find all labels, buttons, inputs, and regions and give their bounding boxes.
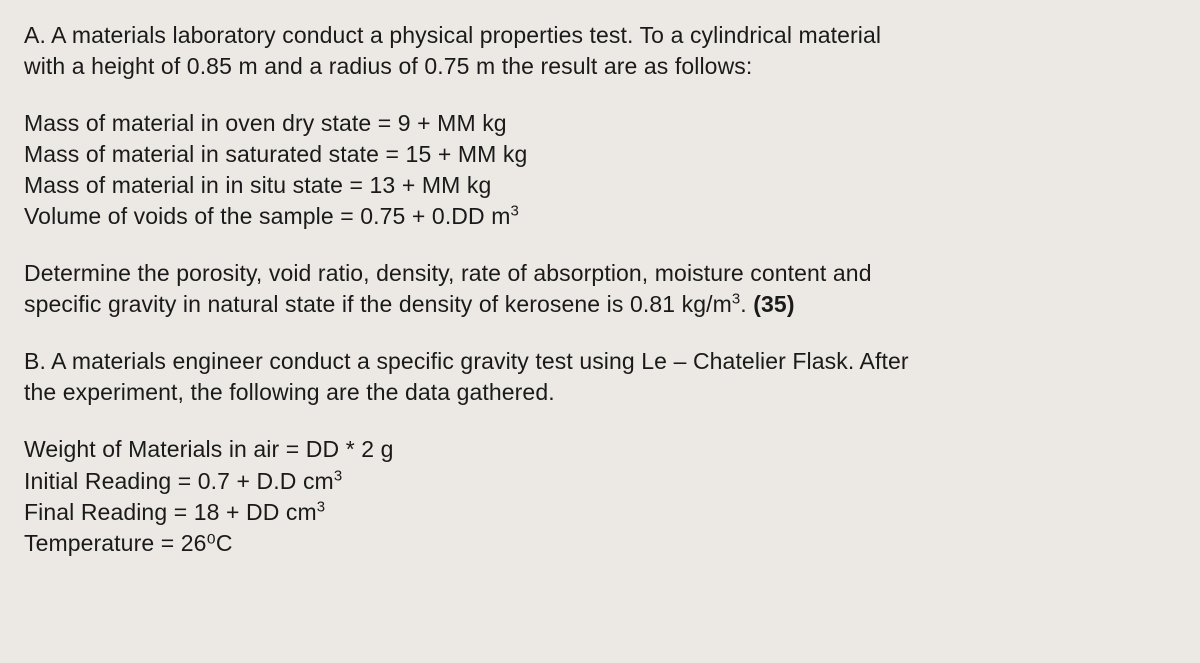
superscript: 3: [334, 467, 342, 484]
points-badge: (35): [753, 291, 794, 317]
text-fragment: specific gravity in natural state if the…: [24, 291, 732, 317]
text-line: Determine the porosity, void ratio, dens…: [24, 258, 1176, 289]
text-line: Temperature = 26⁰C: [24, 528, 1176, 559]
text-fragment: Volume of voids of the sample = 0.75 + 0…: [24, 203, 510, 229]
text-line: Initial Reading = 0.7 + D.D cm3: [24, 466, 1176, 497]
partA-requirement: Determine the porosity, void ratio, dens…: [24, 258, 1176, 320]
text-fragment: Initial Reading = 0.7 + D.D cm: [24, 468, 334, 494]
partA-given-data: Mass of material in oven dry state = 9 +…: [24, 108, 1176, 232]
partB-given-data: Weight of Materials in air = DD * 2 g In…: [24, 434, 1176, 558]
text-line: Mass of material in oven dry state = 9 +…: [24, 108, 1176, 139]
superscript: 3: [510, 203, 518, 220]
document-page: A. A materials laboratory conduct a phys…: [0, 0, 1200, 609]
text-line: Mass of material in in situ state = 13 +…: [24, 170, 1176, 201]
partA-intro: A. A materials laboratory conduct a phys…: [24, 20, 1176, 82]
superscript: 3: [317, 498, 325, 515]
partB-intro: B. A materials engineer conduct a specif…: [24, 346, 1176, 408]
text-line: A. A materials laboratory conduct a phys…: [24, 20, 1176, 51]
text-line: Mass of material in saturated state = 15…: [24, 139, 1176, 170]
text-line: Volume of voids of the sample = 0.75 + 0…: [24, 201, 1176, 232]
text-fragment: .: [740, 291, 753, 317]
text-line: specific gravity in natural state if the…: [24, 289, 1176, 320]
text-line: with a height of 0.85 m and a radius of …: [24, 51, 1176, 82]
text-line: Final Reading = 18 + DD cm3: [24, 497, 1176, 528]
text-line: the experiment, the following are the da…: [24, 377, 1176, 408]
text-fragment: Final Reading = 18 + DD cm: [24, 499, 317, 525]
text-line: B. A materials engineer conduct a specif…: [24, 346, 1176, 377]
text-line: Weight of Materials in air = DD * 2 g: [24, 434, 1176, 465]
